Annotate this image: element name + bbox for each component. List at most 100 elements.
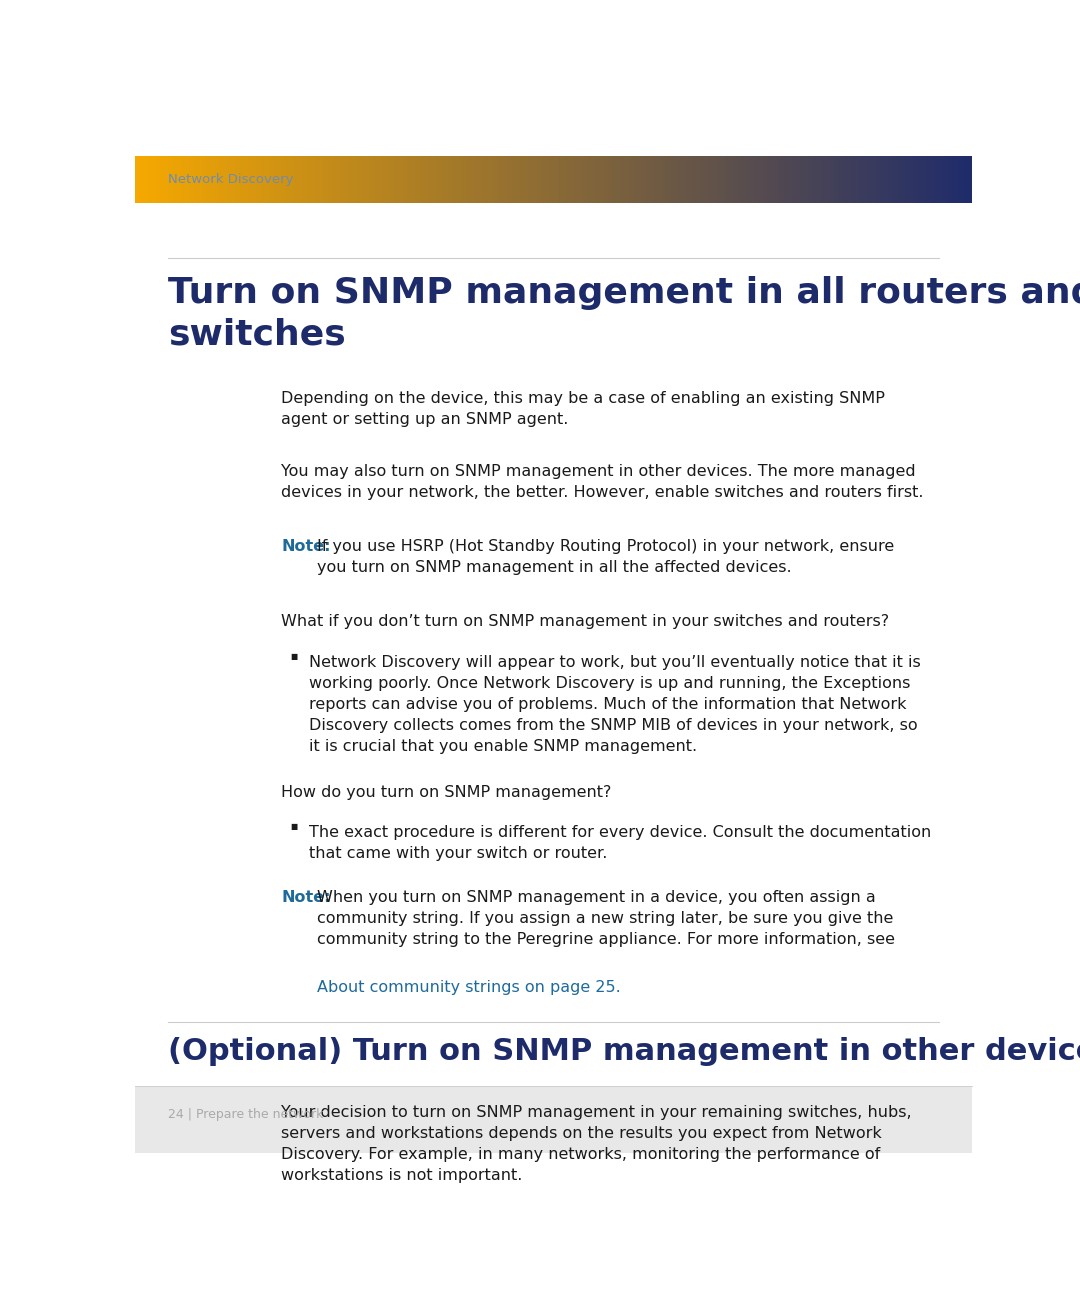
Bar [416,156,420,203]
Bar [792,156,796,203]
Bar [662,156,666,203]
Bar [181,156,186,203]
Bar [939,156,943,203]
Bar [922,156,926,203]
Bar [591,156,595,203]
Bar [311,156,315,203]
Bar [320,156,323,203]
Bar [524,156,528,203]
Text: Turn on SNMP management in all routers and core
switches: Turn on SNMP management in all routers a… [168,276,1080,351]
Bar [282,156,285,203]
Bar [751,156,754,203]
Bar [449,156,454,203]
Bar [474,156,478,203]
Bar [211,156,215,203]
Bar [926,156,930,203]
Bar [713,156,717,203]
Bar [244,156,248,203]
Bar [512,156,516,203]
Bar [642,156,646,203]
Text: Network Discovery will appear to work, but you’ll eventually notice that it is
w: Network Discovery will appear to work, b… [309,656,921,754]
Bar [653,156,658,203]
Bar [805,156,809,203]
Bar [332,156,336,203]
Bar [855,156,859,203]
Bar [240,156,244,203]
Bar [457,156,461,203]
Bar [486,156,490,203]
Bar [650,156,654,203]
Bar [206,156,211,203]
Bar [302,156,307,203]
Bar [691,156,696,203]
Bar [758,156,762,203]
Bar [688,156,691,203]
Bar [516,156,521,203]
Bar [423,156,428,203]
Bar [156,156,160,203]
Bar [235,156,240,203]
Bar [470,156,474,203]
Bar [943,156,947,203]
Bar [323,156,327,203]
Bar [746,156,751,203]
Bar [231,156,235,203]
Bar [215,156,218,203]
Bar [135,1086,972,1153]
Bar [575,156,579,203]
Bar [428,156,432,203]
Bar [356,156,361,203]
Bar [637,156,642,203]
Text: The exact procedure is different for every device. Consult the documentation
tha: The exact procedure is different for eve… [309,826,931,861]
Bar [193,156,198,203]
Bar [382,156,387,203]
Bar [892,156,896,203]
Text: Network Discovery: Network Discovery [168,172,294,185]
Bar [411,156,416,203]
Text: ■: ■ [289,652,297,661]
Bar [345,156,349,203]
Bar [617,156,620,203]
Bar [780,156,784,203]
Bar [583,156,588,203]
Bar [733,156,738,203]
Bar [248,156,253,203]
Text: You may also turn on SNMP management in other devices. The more managed
devices : You may also turn on SNMP management in … [282,464,924,500]
Bar [629,156,633,203]
Bar [742,156,746,203]
Bar [851,156,855,203]
Bar [461,156,465,203]
Bar [441,156,445,203]
Bar [508,156,512,203]
Text: If you use HSRP (Hot Standby Routing Protocol) in your network, ensure
you turn : If you use HSRP (Hot Standby Routing Pro… [318,539,894,574]
Bar [227,156,231,203]
Bar [387,156,390,203]
Bar [633,156,637,203]
Bar [859,156,863,203]
Bar [454,156,457,203]
Bar [503,156,508,203]
Bar [432,156,436,203]
Bar [151,156,156,203]
Bar [796,156,800,203]
Bar [253,156,256,203]
Bar [905,156,909,203]
Text: Depending on the device, this may be a case of enabling an existing SNMP
agent o: Depending on the device, this may be a c… [282,391,886,426]
Bar [374,156,378,203]
Bar [956,156,959,203]
Bar [378,156,382,203]
Bar [821,156,825,203]
Bar [265,156,269,203]
Bar [872,156,876,203]
Bar [407,156,411,203]
Bar [717,156,721,203]
Bar [624,156,629,203]
Bar [658,156,662,203]
Bar [679,156,684,203]
Bar [298,156,302,203]
Bar [838,156,842,203]
Bar [767,156,771,203]
Bar [173,156,177,203]
Bar [399,156,403,203]
Bar [465,156,470,203]
